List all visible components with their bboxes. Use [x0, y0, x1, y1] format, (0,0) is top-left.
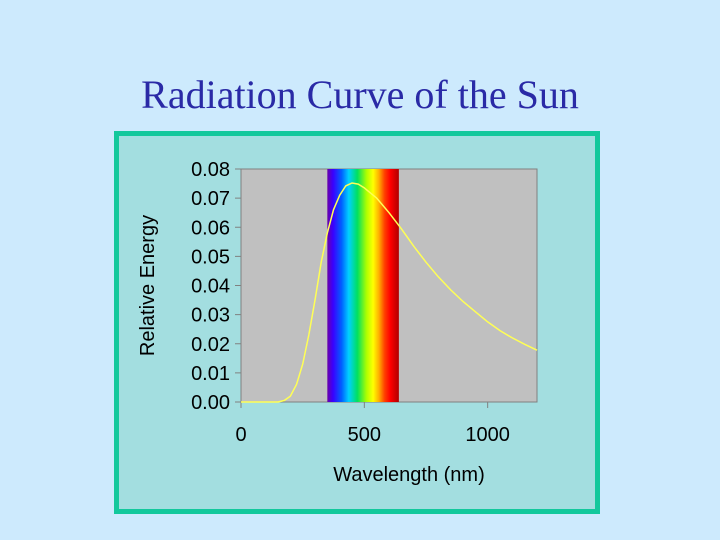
y-tick-label: 0.02	[191, 334, 230, 356]
y-tick-label: 0.04	[191, 276, 230, 298]
y-axis: 0.00 0.01 0.02 0.03 0.04 0.05 0.06 0.07 0.08	[191, 159, 241, 414]
y-tick-label: 0.08	[191, 159, 230, 181]
x-tick-label: 0	[235, 424, 246, 446]
y-tick-label: 0.03	[191, 305, 230, 327]
x-tick-label: 1000	[465, 424, 510, 446]
y-tick-label: 0.00	[191, 392, 230, 414]
x-axis-title: Wavelength (nm)	[333, 464, 485, 486]
radiation-curve	[241, 182, 538, 403]
chart-frame: 0.00 0.01 0.02 0.03 0.04 0.05 0.06 0.07 0.08 0 50…	[114, 131, 600, 514]
slide-title: Radiation Curve of the Sun	[141, 72, 579, 117]
x-axis: 0 500 1000	[235, 402, 510, 446]
x-tick-label: 500	[348, 424, 381, 446]
y-tick-label: 0.05	[191, 246, 230, 268]
visible-spectrum-band	[327, 169, 399, 402]
y-axis-title: Relative Energy	[137, 215, 159, 356]
y-tick-label: 0.01	[191, 363, 230, 385]
y-tick-label: 0.07	[191, 188, 230, 210]
y-tick-label: 0.06	[191, 217, 230, 239]
solar-radiation-chart: 0.00 0.01 0.02 0.03 0.04 0.05 0.06 0.07 0.08 0 50…	[137, 159, 538, 486]
